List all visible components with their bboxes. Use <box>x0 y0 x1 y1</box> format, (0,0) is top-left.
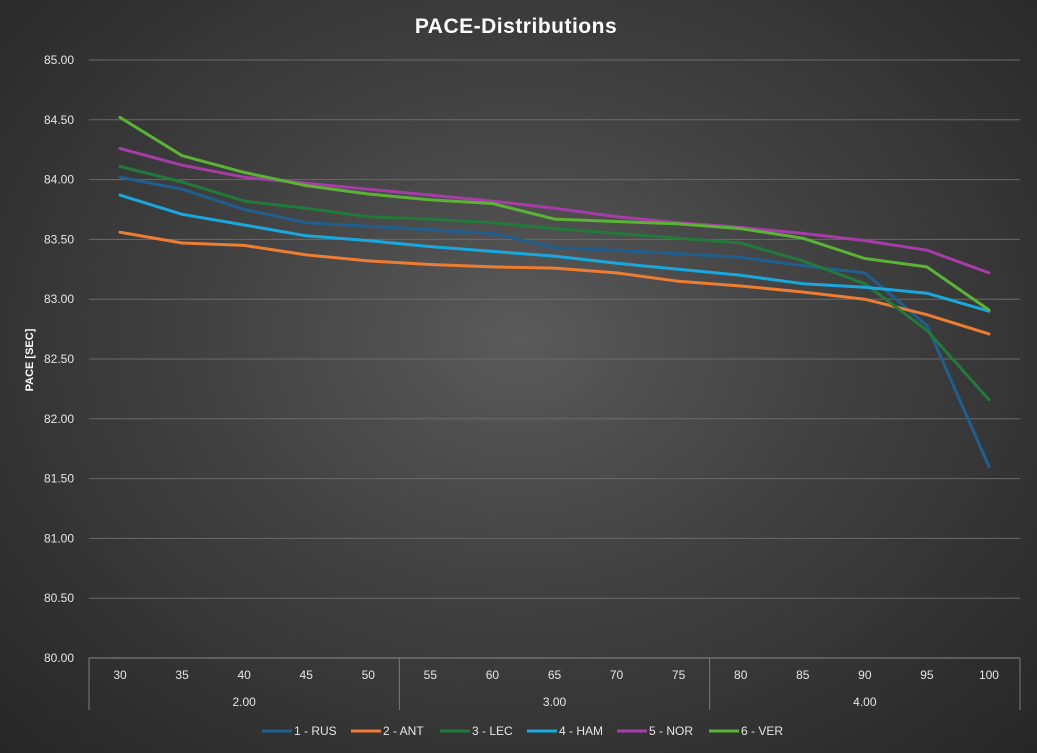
x-group-label: 3.00 <box>543 695 567 709</box>
x-tick-label: 95 <box>920 668 934 682</box>
y-axis: 80.00 80.50 81.00 81.50 82.00 82.50 83.00 83.50… <box>44 53 74 665</box>
x-group-label: 4.00 <box>853 695 877 709</box>
x-axis: 30 35 40 45 50 55 60 65 70 75 80 85 90 95 100 2.00 3.00 4… <box>88 658 1021 710</box>
y-tick-label: 80.50 <box>44 591 74 605</box>
legend: 1 - RUS 2 - ANT 3 - LEC 4 - HAM 5 - NOR 6 - V… <box>262 724 783 738</box>
series-line-6-ver <box>118 115 991 312</box>
series-line-3-lec <box>118 164 991 402</box>
x-tick-label: 55 <box>424 668 438 682</box>
legend-label: 6 - VER <box>741 724 783 738</box>
x-tick-label: 35 <box>175 668 189 682</box>
legend-label: 2 - ANT <box>383 724 424 738</box>
y-tick-label: 81.50 <box>44 472 74 486</box>
x-tick-label: 60 <box>486 668 500 682</box>
y-tick-label: 81.00 <box>44 531 74 545</box>
x-tick-label: 30 <box>113 668 127 682</box>
grid-lines <box>89 59 1020 659</box>
y-tick-label: 84.50 <box>44 113 74 127</box>
legend-label: 1 - RUS <box>294 724 337 738</box>
series-line-5-nor <box>118 147 991 275</box>
y-tick-label: 84.00 <box>44 173 74 187</box>
series-line-2-ant <box>118 230 991 336</box>
x-tick-label: 50 <box>362 668 376 682</box>
y-tick-label: 82.00 <box>44 412 74 426</box>
x-tick-label: 80 <box>734 668 748 682</box>
y-tick-label: 82.50 <box>44 352 74 366</box>
x-tick-label: 85 <box>796 668 810 682</box>
y-tick-label: 80.00 <box>44 651 74 665</box>
y-tick-label: 83.50 <box>44 232 74 246</box>
chart-title: PACE-Distributions <box>415 15 617 38</box>
x-tick-label: 75 <box>672 668 686 682</box>
y-axis-label: PACE [SEC] <box>24 328 36 391</box>
legend-label: 5 - NOR <box>649 724 693 738</box>
series-line-1-rus <box>118 175 991 469</box>
legend-label: 4 - HAM <box>559 724 603 738</box>
x-group-label: 2.00 <box>232 695 256 709</box>
y-tick-label: 83.00 <box>44 292 74 306</box>
x-tick-label: 90 <box>858 668 872 682</box>
x-tick-label: 100 <box>979 668 999 682</box>
x-tick-label: 70 <box>610 668 624 682</box>
y-tick-label: 85.00 <box>44 53 74 67</box>
series-line-4-ham <box>118 193 991 313</box>
x-tick-label: 40 <box>237 668 251 682</box>
legend-label: 3 - LEC <box>472 724 513 738</box>
x-tick-label: 45 <box>300 668 314 682</box>
series-lines <box>118 115 991 469</box>
x-tick-label: 65 <box>548 668 562 682</box>
